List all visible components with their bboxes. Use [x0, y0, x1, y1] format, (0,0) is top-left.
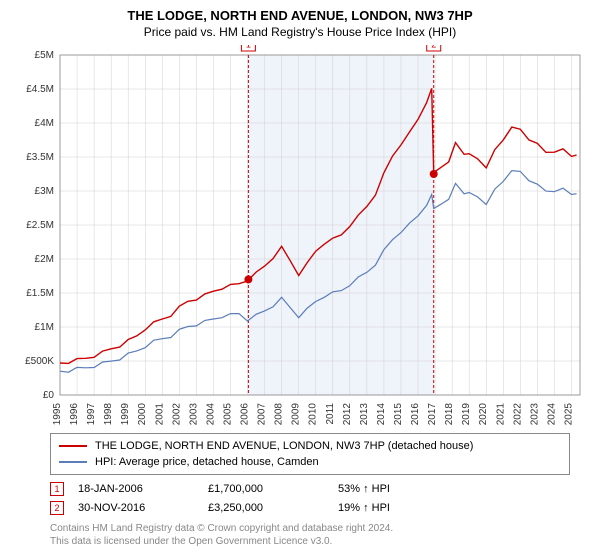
- svg-text:2005: 2005: [222, 403, 233, 425]
- svg-text:£3.5M: £3.5M: [26, 152, 54, 163]
- svg-text:£4.5M: £4.5M: [26, 84, 54, 95]
- chart-container: THE LODGE, NORTH END AVENUE, LONDON, NW3…: [0, 0, 600, 560]
- svg-text:2021: 2021: [495, 403, 506, 425]
- svg-text:£0: £0: [43, 390, 55, 401]
- svg-text:2012: 2012: [342, 403, 353, 425]
- sale-row: 1 18-JAN-2006£1,700,00053% ↑ HPI: [50, 481, 590, 497]
- svg-text:2016: 2016: [410, 403, 421, 425]
- line-chart-svg: £0 £500K £1M £1.5M £2M £2.5M £3M £3.5M £4M £4.5M £…: [10, 45, 590, 425]
- svg-text:£3M: £3M: [35, 186, 54, 197]
- svg-text:2001: 2001: [154, 403, 165, 425]
- svg-text:2017: 2017: [427, 403, 438, 425]
- svg-text:£5M: £5M: [35, 50, 54, 61]
- sale-date: 18-JAN-2006: [78, 483, 208, 495]
- svg-text:1: 1: [246, 45, 251, 49]
- chart-subtitle: Price paid vs. HM Land Registry's House …: [10, 25, 590, 39]
- svg-text:2018: 2018: [444, 403, 455, 425]
- legend-swatch-hpi: [59, 461, 87, 463]
- legend-row-subject: THE LODGE, NORTH END AVENUE, LONDON, NW3…: [59, 438, 561, 454]
- sale-marker-icon: 1: [50, 482, 64, 496]
- svg-text:1996: 1996: [69, 403, 80, 425]
- footer-line1: Contains HM Land Registry data © Crown c…: [50, 522, 590, 535]
- svg-text:2008: 2008: [274, 403, 285, 425]
- svg-text:2007: 2007: [257, 403, 268, 425]
- sale-hpi: 53% ↑ HPI: [338, 483, 468, 495]
- svg-text:2015: 2015: [393, 403, 404, 425]
- svg-text:2011: 2011: [325, 403, 336, 425]
- legend-label-hpi: HPI: Average price, detached house, Camd…: [95, 456, 319, 468]
- sale-hpi: 19% ↑ HPI: [338, 502, 468, 514]
- svg-text:2014: 2014: [376, 403, 387, 425]
- sale-price: £1,700,000: [208, 483, 338, 495]
- svg-text:2024: 2024: [546, 403, 557, 425]
- svg-text:2010: 2010: [308, 403, 319, 425]
- svg-text:2000: 2000: [137, 403, 148, 425]
- svg-text:1999: 1999: [120, 403, 131, 425]
- sale-date: 30-NOV-2016: [78, 502, 208, 514]
- legend-swatch-subject: [59, 445, 87, 447]
- svg-text:2003: 2003: [188, 403, 199, 425]
- svg-text:£1M: £1M: [35, 322, 54, 333]
- svg-text:2: 2: [431, 45, 436, 49]
- legend-label-subject: THE LODGE, NORTH END AVENUE, LONDON, NW3…: [95, 440, 473, 452]
- svg-text:2004: 2004: [205, 403, 216, 425]
- footer-attribution: Contains HM Land Registry data © Crown c…: [50, 522, 590, 548]
- svg-text:£2M: £2M: [35, 254, 54, 265]
- svg-text:1998: 1998: [103, 403, 114, 425]
- svg-text:2019: 2019: [461, 403, 472, 425]
- svg-text:2025: 2025: [563, 403, 574, 425]
- svg-text:2013: 2013: [359, 403, 370, 425]
- svg-text:£1.5M: £1.5M: [26, 288, 54, 299]
- svg-text:2006: 2006: [240, 403, 251, 425]
- legend-row-hpi: HPI: Average price, detached house, Camd…: [59, 454, 561, 470]
- footer-line2: This data is licensed under the Open Gov…: [50, 535, 590, 548]
- svg-text:1995: 1995: [52, 403, 63, 425]
- svg-text:1997: 1997: [86, 403, 97, 425]
- svg-text:£2.5M: £2.5M: [26, 220, 54, 231]
- svg-text:2002: 2002: [171, 403, 182, 425]
- svg-text:2022: 2022: [512, 403, 523, 425]
- svg-text:£500K: £500K: [25, 356, 54, 367]
- chart-title: THE LODGE, NORTH END AVENUE, LONDON, NW3…: [10, 8, 590, 23]
- sale-price: £3,250,000: [208, 502, 338, 514]
- svg-text:2023: 2023: [529, 403, 540, 425]
- legend: THE LODGE, NORTH END AVENUE, LONDON, NW3…: [50, 433, 570, 475]
- sale-marker-icon: 2: [50, 501, 64, 515]
- sales-list: 1 18-JAN-2006£1,700,00053% ↑ HPI 2 30-NOV-2…: [10, 481, 590, 516]
- chart-area: £0 £500K £1M £1.5M £2M £2.5M £3M £3.5M £4M £4.5M £…: [10, 45, 590, 425]
- sale-row: 2 30-NOV-2016£3,250,00019% ↑ HPI: [50, 500, 590, 516]
- svg-text:2020: 2020: [478, 403, 489, 425]
- svg-text:£4M: £4M: [35, 118, 54, 129]
- svg-text:2009: 2009: [291, 403, 302, 425]
